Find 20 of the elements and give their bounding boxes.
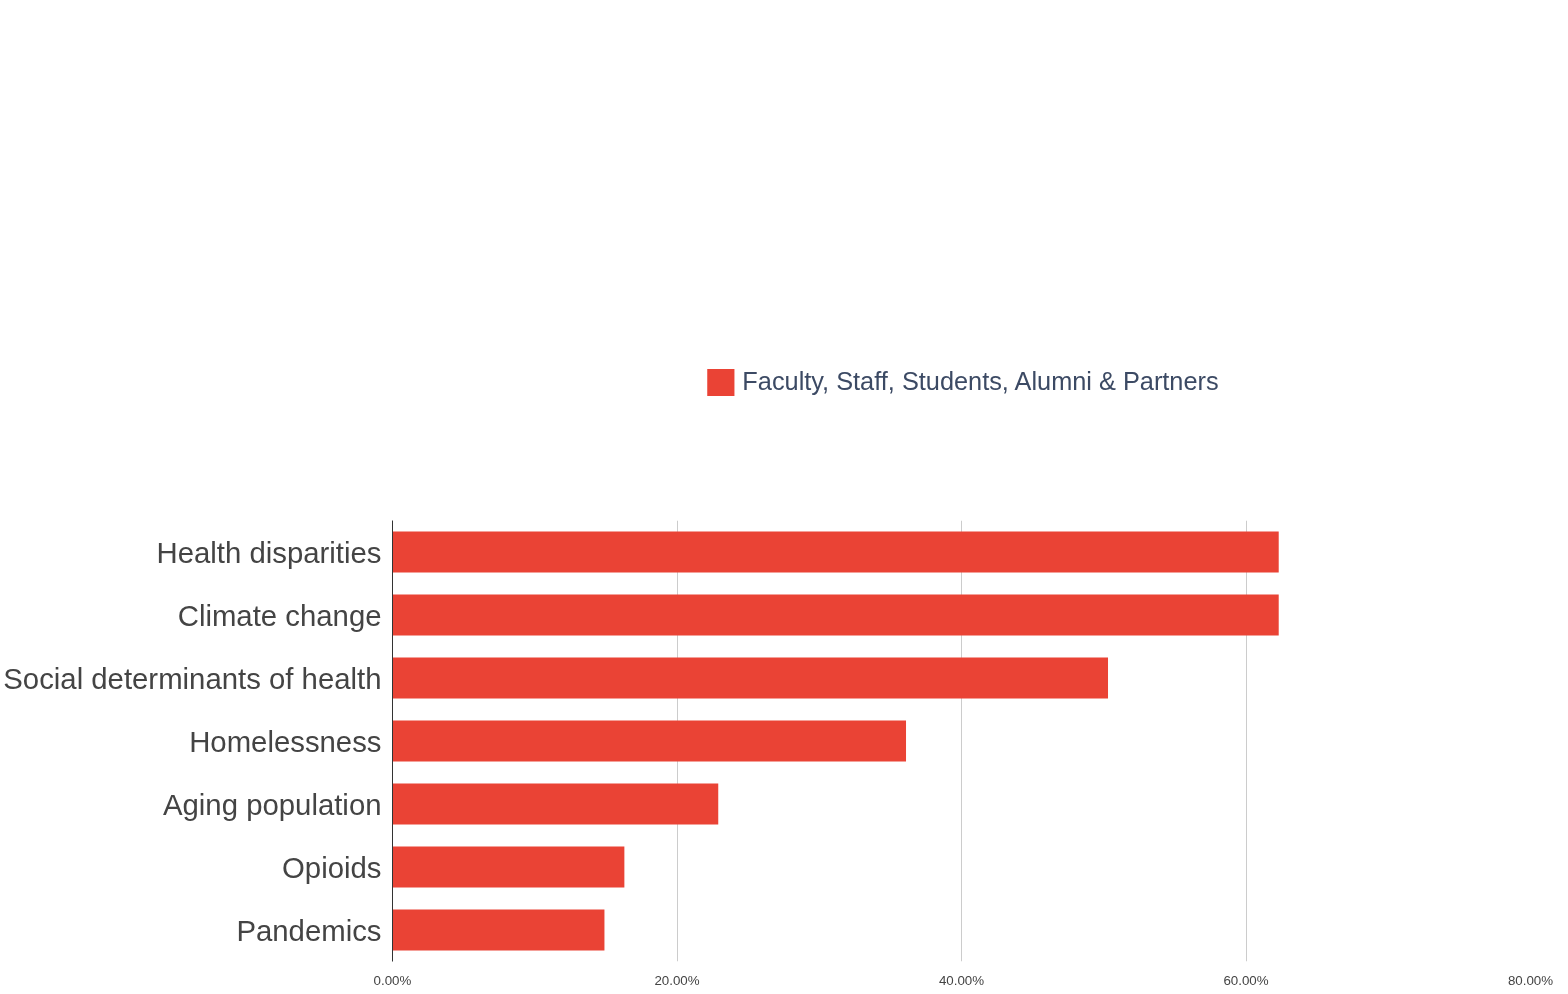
y-tick-label: Opioids [282, 850, 382, 884]
y-tick-label: Pandemics [236, 913, 382, 947]
bar [392, 846, 625, 888]
y-tick-label: Homelessness [189, 724, 382, 758]
x-tick-label: 80.00% [1507, 972, 1554, 988]
y-tick-label: Health disparities [156, 535, 382, 569]
y-tick-label: Aging population [162, 787, 382, 821]
x-tick-label: 40.00% [938, 972, 985, 988]
legend-label: Faculty, Staff, Students, Alumni & Partners [742, 367, 1219, 396]
bar [392, 720, 907, 762]
bar [392, 657, 1109, 699]
bar [392, 909, 605, 951]
x-tick-label: 60.00% [1223, 972, 1269, 988]
bar [392, 594, 1279, 636]
y-tick-label: Climate change [177, 598, 382, 632]
y-tick-label: Social determinants of health [3, 661, 382, 695]
bar [392, 531, 1279, 573]
x-tick-label: 20.00% [654, 972, 700, 988]
x-tick-label: 0.00% [373, 972, 412, 988]
bar [392, 783, 719, 825]
